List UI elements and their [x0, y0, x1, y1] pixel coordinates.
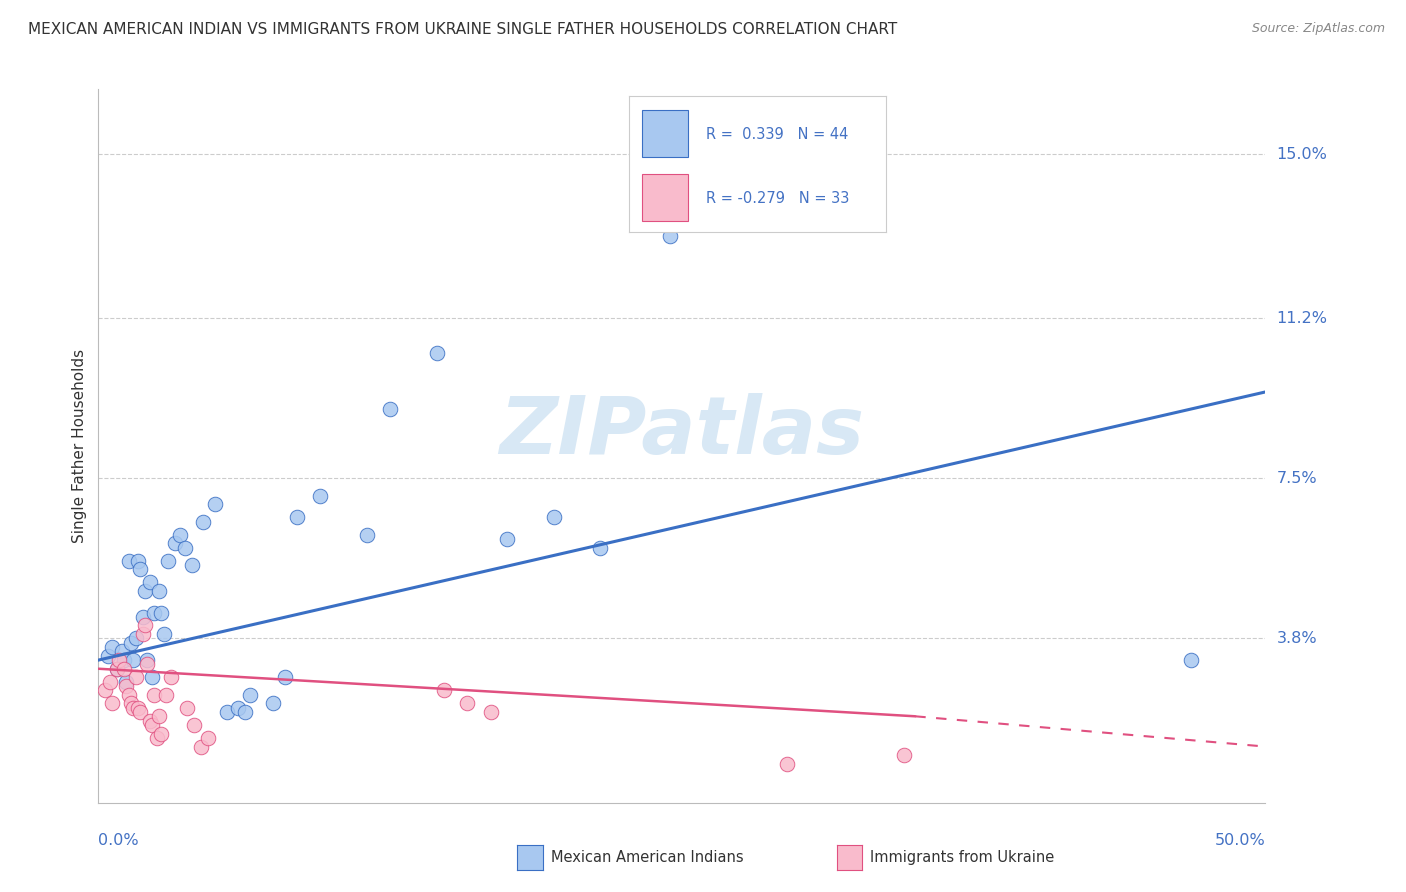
Point — [132, 610, 155, 624]
Point — [235, 705, 257, 719]
Text: ZIPatlas: ZIPatlas — [499, 392, 865, 471]
Point — [148, 709, 170, 723]
Point — [122, 700, 145, 714]
Point — [155, 688, 177, 702]
Point — [112, 653, 135, 667]
Point — [285, 510, 308, 524]
Point — [150, 726, 173, 740]
Point — [125, 632, 148, 646]
Point — [129, 705, 152, 719]
Point — [378, 402, 402, 417]
Point — [141, 670, 163, 684]
Point — [101, 696, 124, 710]
Text: 0.0%: 0.0% — [98, 833, 139, 848]
Point — [426, 346, 449, 360]
Point — [193, 515, 215, 529]
Point — [495, 532, 517, 546]
Point — [659, 229, 682, 244]
Point — [543, 510, 565, 524]
Point — [165, 536, 187, 550]
Point — [143, 606, 166, 620]
Point — [105, 662, 128, 676]
Point — [589, 541, 612, 555]
Text: Mexican American Indians: Mexican American Indians — [551, 850, 744, 864]
Point — [239, 688, 262, 702]
Point — [190, 739, 212, 754]
Point — [120, 696, 142, 710]
Point — [94, 683, 117, 698]
Point — [309, 489, 332, 503]
Point — [893, 748, 915, 763]
Point — [129, 562, 152, 576]
Point — [118, 688, 141, 702]
Point — [118, 553, 141, 567]
Text: 7.5%: 7.5% — [1277, 471, 1317, 486]
Point — [228, 700, 250, 714]
Point — [115, 679, 138, 693]
Point — [136, 653, 159, 667]
Text: 15.0%: 15.0% — [1277, 146, 1327, 161]
Point — [136, 657, 159, 672]
Point — [204, 497, 226, 511]
Point — [139, 575, 162, 590]
Point — [146, 731, 169, 745]
Point — [152, 627, 174, 641]
Point — [108, 653, 131, 667]
Point — [127, 553, 149, 567]
Point — [97, 648, 120, 663]
Point — [169, 527, 191, 541]
Point — [157, 553, 180, 567]
Point — [176, 700, 198, 714]
Point — [141, 718, 163, 732]
Point — [101, 640, 124, 654]
Point — [479, 705, 502, 719]
Point — [111, 644, 134, 658]
Point — [159, 670, 181, 684]
Point — [105, 662, 128, 676]
Point — [139, 714, 162, 728]
Point — [356, 527, 378, 541]
Point — [134, 583, 156, 598]
Point — [776, 756, 799, 771]
Point — [112, 662, 135, 676]
Point — [125, 670, 148, 684]
Point — [180, 558, 202, 572]
Point — [183, 718, 205, 732]
Text: 3.8%: 3.8% — [1277, 631, 1317, 646]
Text: 11.2%: 11.2% — [1277, 311, 1327, 326]
Point — [215, 705, 238, 719]
Point — [262, 696, 284, 710]
Point — [98, 674, 121, 689]
Point — [127, 700, 149, 714]
Point — [120, 636, 142, 650]
Text: Immigrants from Ukraine: Immigrants from Ukraine — [870, 850, 1054, 864]
Text: 50.0%: 50.0% — [1215, 833, 1265, 848]
Point — [1180, 653, 1202, 667]
Point — [115, 674, 138, 689]
Text: MEXICAN AMERICAN INDIAN VS IMMIGRANTS FROM UKRAINE SINGLE FATHER HOUSEHOLDS CORR: MEXICAN AMERICAN INDIAN VS IMMIGRANTS FR… — [28, 22, 897, 37]
Point — [132, 627, 155, 641]
Y-axis label: Single Father Households: Single Father Households — [72, 349, 87, 543]
Point — [150, 606, 173, 620]
Point — [433, 683, 456, 698]
Text: Source: ZipAtlas.com: Source: ZipAtlas.com — [1251, 22, 1385, 36]
Point — [197, 731, 219, 745]
Point — [456, 696, 478, 710]
Point — [148, 583, 170, 598]
Point — [143, 688, 166, 702]
Point — [122, 653, 145, 667]
Point — [134, 618, 156, 632]
Point — [173, 541, 195, 555]
Point — [274, 670, 297, 684]
